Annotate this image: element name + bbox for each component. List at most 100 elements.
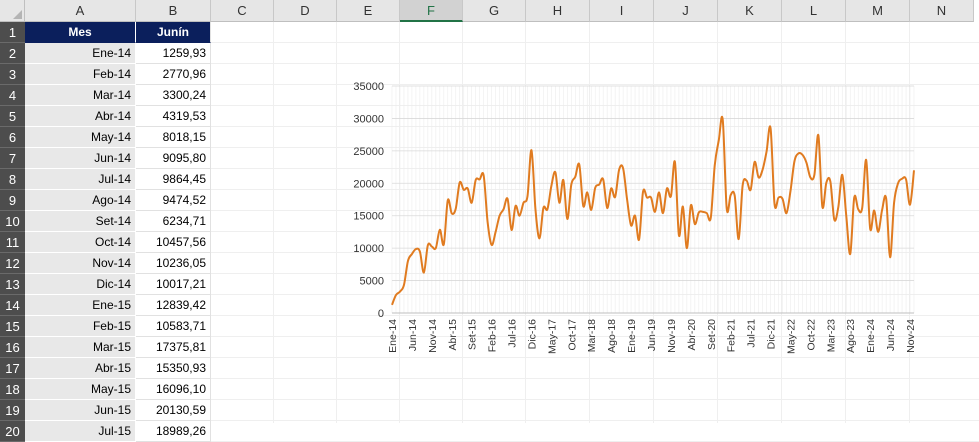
cell-junin[interactable]: 9474,52 — [136, 190, 211, 211]
row-header-7[interactable]: 7 — [0, 148, 25, 169]
x-tick-label: Feb-16 — [487, 319, 499, 352]
column-header-c[interactable]: C — [211, 0, 274, 22]
y-tick-label: 25000 — [353, 146, 384, 158]
row-header-1[interactable]: 1 — [0, 22, 25, 43]
cell-mes[interactable]: Nov-14 — [25, 253, 136, 274]
x-tick-label: Dic-21 — [766, 319, 778, 350]
x-tick-label: Ene-14 — [387, 319, 399, 353]
cell-mes[interactable]: Jul-15 — [25, 421, 136, 442]
column-gridline — [525, 22, 526, 423]
column-header-a[interactable]: A — [25, 0, 136, 22]
cell-junin[interactable]: 9864,45 — [136, 169, 211, 190]
row-header-8[interactable]: 8 — [0, 169, 25, 190]
select-all-corner[interactable] — [0, 0, 25, 22]
row-gridline — [211, 84, 979, 85]
cell-junin[interactable]: 17375,81 — [136, 337, 211, 358]
cell-junin[interactable]: 3300,24 — [136, 85, 211, 106]
x-tick-label: Dic-16 — [526, 319, 538, 350]
row-header-12[interactable]: 12 — [0, 253, 25, 274]
column-header-b[interactable]: B — [136, 0, 211, 22]
cell-junin[interactable]: 4319,53 — [136, 106, 211, 127]
column-gridline — [399, 22, 400, 423]
x-tick-label: Ene-24 — [865, 319, 877, 353]
chart-y-axis: 0 5000 10000 15000 20000 25000 30000 35000 — [353, 81, 384, 320]
row-header-9[interactable]: 9 — [0, 190, 25, 211]
row-header-14[interactable]: 14 — [0, 295, 25, 316]
chart-x-axis: Ene-14 Jun-14 Nov-14 Abr-15 Set-15 Feb-16 Jul-… — [387, 319, 917, 354]
row-header-13[interactable]: 13 — [0, 274, 25, 295]
column-header-e[interactable]: E — [337, 0, 400, 22]
column-header-h[interactable]: H — [526, 0, 590, 22]
x-tick-label: Nov-14 — [427, 319, 439, 353]
row-header-15[interactable]: 15 — [0, 316, 25, 337]
row-header-11[interactable]: 11 — [0, 232, 25, 253]
line-chart[interactable]: 0 5000 10000 15000 20000 25000 30000 35000 Ene-… — [330, 70, 930, 400]
cell-junin[interactable]: 2770,96 — [136, 64, 211, 85]
cell-mes[interactable]: Oct-14 — [25, 232, 136, 253]
column-header-m[interactable]: M — [846, 0, 910, 22]
row-header-17[interactable]: 17 — [0, 358, 25, 379]
cell-mes[interactable]: Feb-15 — [25, 316, 136, 337]
cell-junin[interactable]: 20130,59 — [136, 400, 211, 421]
row-header-5[interactable]: 5 — [0, 106, 25, 127]
cell-mes[interactable]: May-14 — [25, 127, 136, 148]
column-header-l[interactable]: L — [782, 0, 846, 22]
cell-junin[interactable]: 10457,56 — [136, 232, 211, 253]
cell-mes[interactable]: May-15 — [25, 379, 136, 400]
cell-mes[interactable]: Ene-14 — [25, 43, 136, 64]
row-gridline — [211, 357, 979, 358]
cell-junin[interactable]: 18989,26 — [136, 421, 211, 442]
cell-mes[interactable]: Ago-14 — [25, 190, 136, 211]
row-gridline — [211, 378, 979, 379]
cell-junin[interactable]: 12839,42 — [136, 295, 211, 316]
cell-junin[interactable]: 9095,80 — [136, 148, 211, 169]
x-tick-label: Mar-23 — [825, 319, 837, 352]
x-tick-label: Jul-21 — [746, 319, 758, 348]
cell-mes[interactable]: Mar-15 — [25, 337, 136, 358]
row-header-3[interactable]: 3 — [0, 64, 25, 85]
cell-mes[interactable]: Dic-14 — [25, 274, 136, 295]
cell-mes[interactable]: Feb-14 — [25, 64, 136, 85]
cell-junin[interactable]: 10236,05 — [136, 253, 211, 274]
cell-junin[interactable]: 16096,10 — [136, 379, 211, 400]
cell-mes[interactable]: Abr-14 — [25, 106, 136, 127]
row-header-2[interactable]: 2 — [0, 43, 25, 64]
x-tick-label: Abr-15 — [447, 319, 459, 351]
cell-junin[interactable]: 1259,93 — [136, 43, 211, 64]
cell-junin[interactable]: 15350,93 — [136, 358, 211, 379]
header-cell-junin[interactable]: Junín — [136, 22, 211, 43]
cell-junin[interactable]: 6234,71 — [136, 211, 211, 232]
cell-mes[interactable]: Set-14 — [25, 211, 136, 232]
column-gridline — [336, 22, 337, 423]
row-header-18[interactable]: 18 — [0, 379, 25, 400]
row-gridline — [211, 63, 979, 64]
cell-mes[interactable]: Ene-15 — [25, 295, 136, 316]
y-tick-label: 35000 — [353, 81, 384, 93]
cell-mes[interactable]: Jun-14 — [25, 148, 136, 169]
column-header-f[interactable]: F — [400, 0, 463, 22]
header-cell-mes[interactable]: Mes — [25, 22, 136, 43]
cell-junin[interactable]: 10583,71 — [136, 316, 211, 337]
column-header-n[interactable]: N — [910, 0, 974, 22]
column-header-d[interactable]: D — [274, 0, 337, 22]
cell-mes[interactable]: Jul-14 — [25, 169, 136, 190]
row-header-19[interactable]: 19 — [0, 400, 25, 421]
cell-mes[interactable]: Jun-15 — [25, 400, 136, 421]
row-header-10[interactable]: 10 — [0, 211, 25, 232]
cell-junin[interactable]: 8018,15 — [136, 127, 211, 148]
column-header-i[interactable]: I — [590, 0, 654, 22]
column-header-k[interactable]: K — [718, 0, 782, 22]
row-header-20[interactable]: 20 — [0, 421, 25, 442]
x-tick-label: May-17 — [546, 319, 558, 354]
cell-mes[interactable]: Abr-15 — [25, 358, 136, 379]
x-tick-label: Ene-19 — [626, 319, 638, 353]
row-header-16[interactable]: 16 — [0, 337, 25, 358]
row-header-6[interactable]: 6 — [0, 127, 25, 148]
y-tick-label: 10000 — [353, 243, 384, 255]
cell-junin[interactable]: 10017,21 — [136, 274, 211, 295]
row-gridline — [211, 42, 979, 43]
row-header-4[interactable]: 4 — [0, 85, 25, 106]
column-header-j[interactable]: J — [654, 0, 718, 22]
column-header-g[interactable]: G — [463, 0, 526, 22]
cell-mes[interactable]: Mar-14 — [25, 85, 136, 106]
